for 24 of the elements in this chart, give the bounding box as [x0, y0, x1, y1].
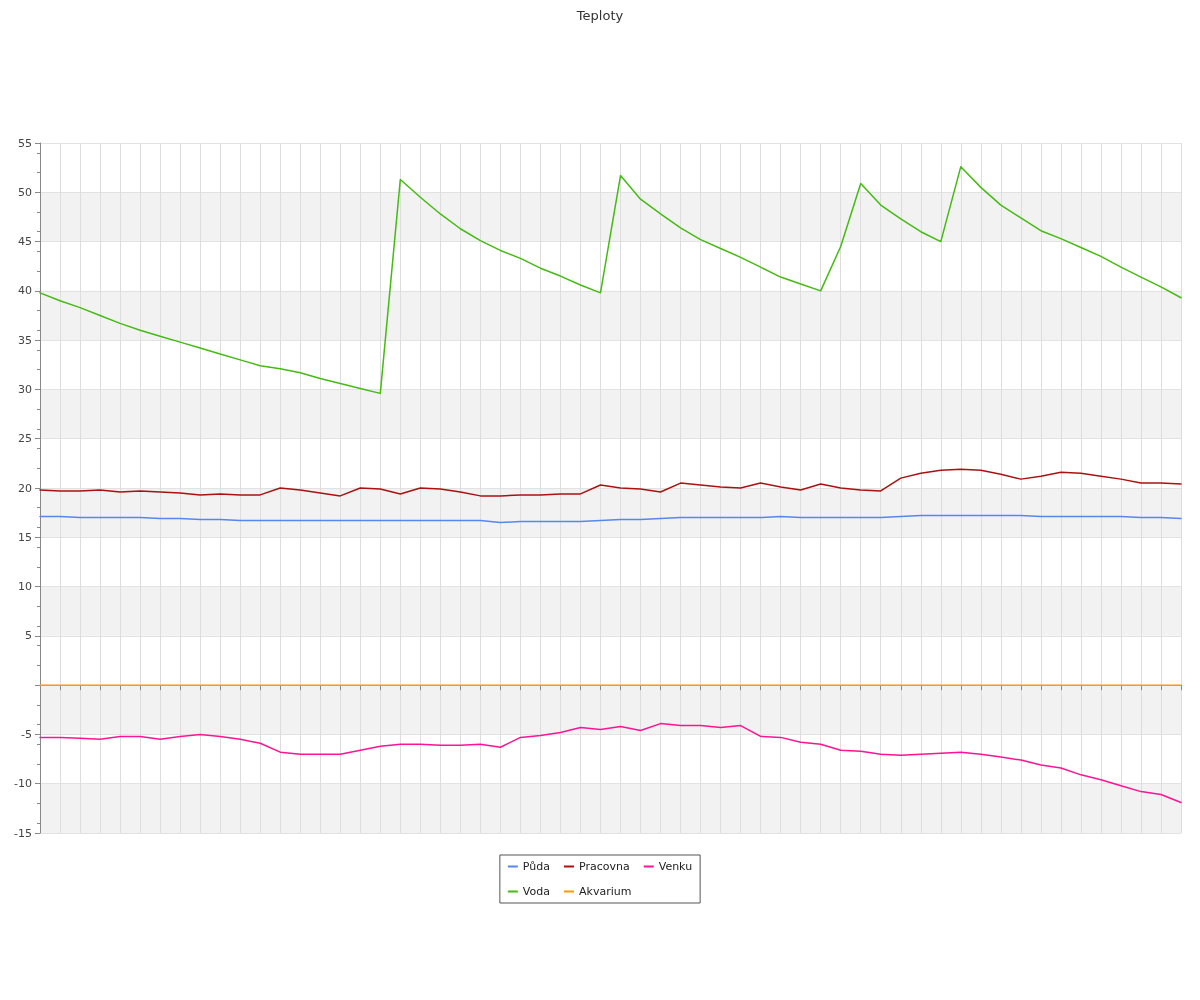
y-tick-label: 50: [18, 185, 32, 199]
legend-label: Pracovna: [579, 860, 630, 873]
y-tick-label: 40: [18, 284, 32, 298]
y-tick-label: 25: [18, 432, 32, 446]
line-series: [39, 514, 1182, 524]
y-tick-label: 15: [18, 530, 32, 544]
legend-label: Voda: [522, 885, 550, 898]
line-series: [39, 165, 1182, 395]
y-tick-label: 30: [18, 382, 32, 396]
y-tick-label: 45: [18, 235, 32, 249]
y-tick-label: 55: [18, 136, 32, 150]
line-series: [39, 468, 1182, 497]
y-tick-label: 10: [18, 580, 32, 594]
legend-label: Venku: [658, 860, 693, 873]
legend-label: Akvarium: [579, 885, 632, 898]
line-series: [39, 722, 1182, 804]
y-tick-label: -5: [21, 727, 32, 741]
y-tick-label: 20: [18, 481, 32, 495]
y-tick-label: 35: [18, 333, 32, 347]
legend-label: Půda: [522, 860, 551, 873]
chart-title: Teploty: [575, 8, 624, 23]
y-tick-label: -15: [14, 826, 32, 840]
y-tick-label: -10: [14, 777, 32, 791]
y-tick-label: 5: [25, 629, 32, 643]
